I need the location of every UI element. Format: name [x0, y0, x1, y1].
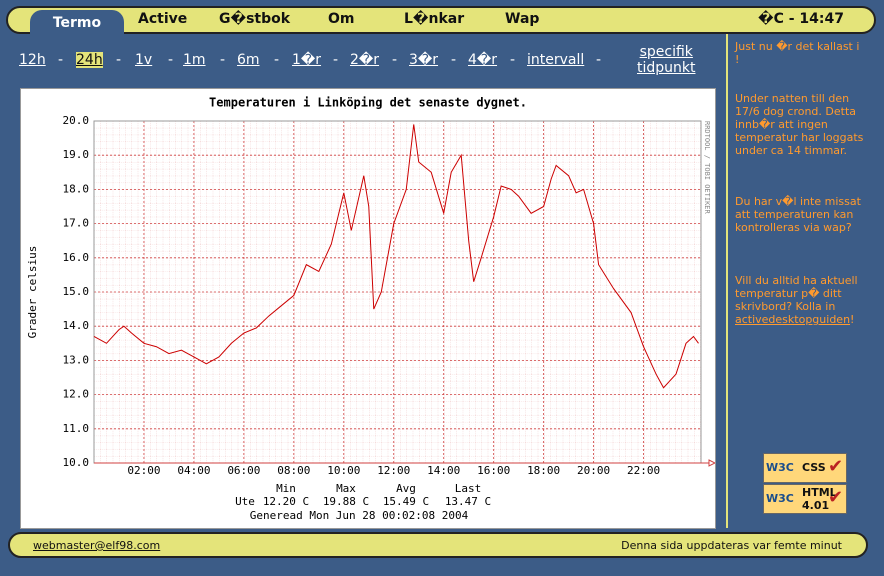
stat-header: Avg [396, 482, 416, 495]
divider [726, 34, 728, 528]
x-tick-label: 18:00 [527, 464, 560, 477]
x-tick-label: 14:00 [427, 464, 460, 477]
stat-value: 12.20 C [263, 495, 309, 508]
y-tick-label: 17.0 [63, 217, 90, 230]
range-link[interactable]: 2�r [350, 52, 380, 68]
separator: - [333, 52, 339, 68]
stat-header: Last [455, 482, 482, 495]
y-axis-label: Grader celsius [26, 246, 39, 339]
badge-name: HTML [802, 486, 837, 499]
y-tick-label: 16.0 [63, 251, 90, 264]
stat-value: 13.47 C [445, 495, 491, 508]
graph-panel: Temperaturen i Linköping det senaste dyg… [20, 88, 717, 529]
range-link[interactable]: 6m [237, 52, 260, 68]
nav-item[interactable]: Wap [505, 11, 540, 27]
range-link[interactable]: intervall [527, 52, 585, 68]
x-tick-label: 06:00 [227, 464, 260, 477]
separator: - [220, 52, 226, 68]
sidebar-text: Just nu �r det kallast i ! [735, 40, 860, 66]
stat-header: Min [276, 482, 296, 495]
x-tick-label: 22:00 [627, 464, 660, 477]
separator: - [392, 52, 398, 68]
separator: - [596, 52, 602, 68]
sidebar-text: Under natten till den 17/6 dog crond. De… [735, 92, 864, 157]
badge-name: CSS [802, 461, 826, 474]
y-tick-label: 18.0 [63, 182, 90, 195]
nav-item[interactable]: G�stbok [219, 11, 291, 27]
stat-value: 19.88 C [323, 495, 369, 508]
minor-grid [94, 121, 701, 463]
separator: - [274, 52, 280, 68]
link[interactable]: activedesktopguiden [735, 313, 851, 326]
top-bar [6, 6, 876, 34]
badge-version: 4.01 [802, 499, 830, 512]
range-link[interactable]: 12h [19, 52, 46, 68]
y-tick-label: 13.0 [63, 353, 90, 366]
x-tick-label: 16:00 [477, 464, 510, 477]
separator: - [510, 52, 516, 68]
specific-text: tidpunkt [637, 60, 696, 76]
y-tick-label: 12.0 [63, 388, 90, 401]
stat-row-label: Ute [235, 495, 255, 508]
html-badge[interactable]: W3C HTML 4.01 ✔ [763, 484, 847, 514]
x-tick-label: 10:00 [327, 464, 360, 477]
chart: Temperaturen i Linköping det senaste dyg… [26, 96, 717, 522]
chart-title: Temperaturen i Linköping det senaste dyg… [209, 96, 527, 110]
separator: - [451, 52, 457, 68]
nav-item[interactable]: Active [138, 11, 188, 27]
specific-text: specifik [639, 44, 693, 60]
range-link[interactable]: 1v [135, 52, 153, 68]
sidebar-text: Vill du alltid ha aktuell temperatur p� … [735, 274, 865, 326]
y-tick-label: 15.0 [63, 285, 90, 298]
y-tick-label: 10.0 [63, 456, 90, 469]
range-link[interactable]: 1�r [292, 52, 322, 68]
nav-item[interactable]: L�nkar [404, 11, 465, 27]
range-link[interactable]: 24h [76, 52, 103, 68]
x-tick-label: 04:00 [177, 464, 210, 477]
watermark: RRDTOOL / TOBI OETIKER [703, 121, 711, 215]
specific-link[interactable]: specifik tidpunkt [637, 44, 696, 76]
y-tick-label: 14.0 [63, 319, 90, 332]
x-tick-label: 02:00 [127, 464, 160, 477]
badge-logo: W3C [766, 461, 794, 474]
y-tick-label: 19.0 [63, 148, 90, 161]
x-axis-arrow [94, 459, 717, 467]
nav-item[interactable]: Om [328, 11, 355, 27]
separator: - [116, 52, 122, 68]
badge-logo: W3C [766, 492, 794, 505]
range-link[interactable]: 1m [183, 52, 206, 68]
y-tick-label: 20.0 [63, 114, 90, 127]
x-tick-label: 12:00 [377, 464, 410, 477]
range-link[interactable]: 3�r [409, 52, 439, 68]
text: ! [850, 313, 855, 326]
footer [8, 532, 868, 558]
range-link[interactable]: 4�r [468, 52, 498, 68]
separator: - [58, 52, 64, 68]
stat-value: 15.49 C [383, 495, 429, 508]
x-tick-label: 08:00 [277, 464, 310, 477]
footer-note: Denna sida uppdateras var femte minut [621, 539, 842, 552]
css-badge[interactable]: W3C CSS ✔ [763, 453, 847, 483]
sidebar-text: Du har v�l inte missat att temperaturen … [735, 195, 861, 234]
active-tab[interactable]: Termo [30, 10, 124, 34]
separator: - [168, 52, 174, 68]
data-line [93, 124, 699, 389]
text: Vill du alltid ha aktuell temperatur p� … [735, 274, 858, 313]
email-link[interactable]: webmaster@elf98.com [33, 539, 161, 552]
y-tick-label: 11.0 [63, 422, 90, 435]
generated: Generead Mon Jun 28 00:02:08 2004 [250, 509, 469, 522]
stat-header: Max [336, 482, 356, 495]
status: �C - 14:47 [758, 11, 844, 27]
x-tick-label: 20:00 [577, 464, 610, 477]
